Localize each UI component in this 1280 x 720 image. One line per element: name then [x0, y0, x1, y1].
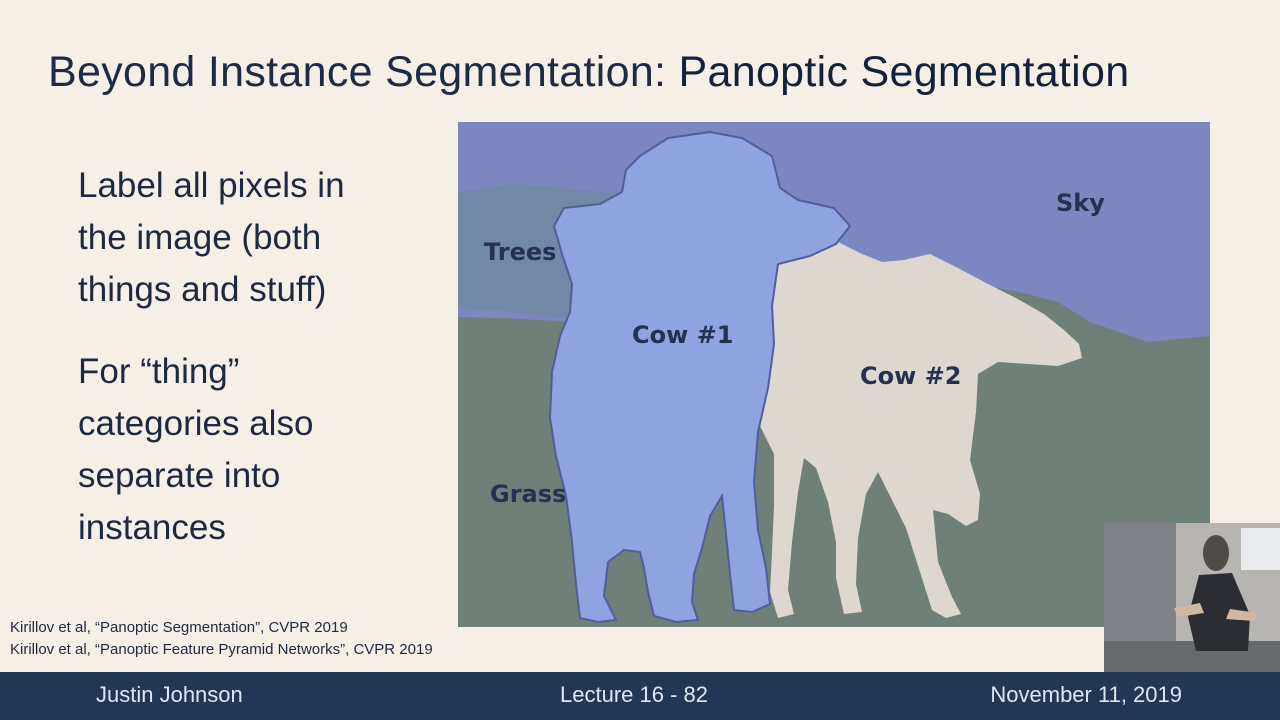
sky-label: Sky [1056, 189, 1105, 217]
presenter-video-icon [1104, 523, 1280, 672]
citations: Kirillov et al, “Panoptic Segmentation”,… [10, 617, 530, 661]
cow-1-region [548, 130, 852, 624]
footer-date: November 11, 2019 [990, 682, 1182, 707]
bullet-point-2: For “thing” categories also separate int… [78, 352, 314, 547]
cow-2-label: Cow #2 [860, 362, 961, 390]
slide-bullets: Label all pixels in the image (both thin… [78, 160, 398, 584]
slide-footer: Justin Johnson Lecture 16 - 82 November … [0, 672, 1280, 720]
segmentation-illustration: Sky Trees Cow #1 Cow #2 Grass [458, 122, 1210, 627]
panoptic-segmentation-image: Sky Trees Cow #1 Cow #2 Grass [458, 122, 1210, 627]
bullet-point-1: Label all pixels in the image (both thin… [78, 166, 345, 309]
citation-1: Kirillov et al, “Panoptic Segmentation”,… [10, 619, 348, 636]
citation-2: Kirillov et al, “Panoptic Feature Pyrami… [10, 641, 433, 658]
cow-1-label: Cow #1 [632, 321, 733, 349]
footer-lecture: Lecture 16 - 82 [560, 682, 708, 707]
presenter-video-thumbnail [1104, 523, 1280, 672]
slide-title-prefix: Beyond Instance Segmentation: [48, 48, 679, 96]
slide-title-highlight: Panoptic Segmentation [678, 48, 1130, 96]
cow-2-region [752, 242, 1082, 618]
trees-label: Trees [484, 238, 556, 266]
footer-author: Justin Johnson [96, 682, 243, 707]
slide-title: Beyond Instance Segmentation: Panoptic S… [48, 48, 1238, 97]
grass-label: Grass [490, 480, 566, 508]
